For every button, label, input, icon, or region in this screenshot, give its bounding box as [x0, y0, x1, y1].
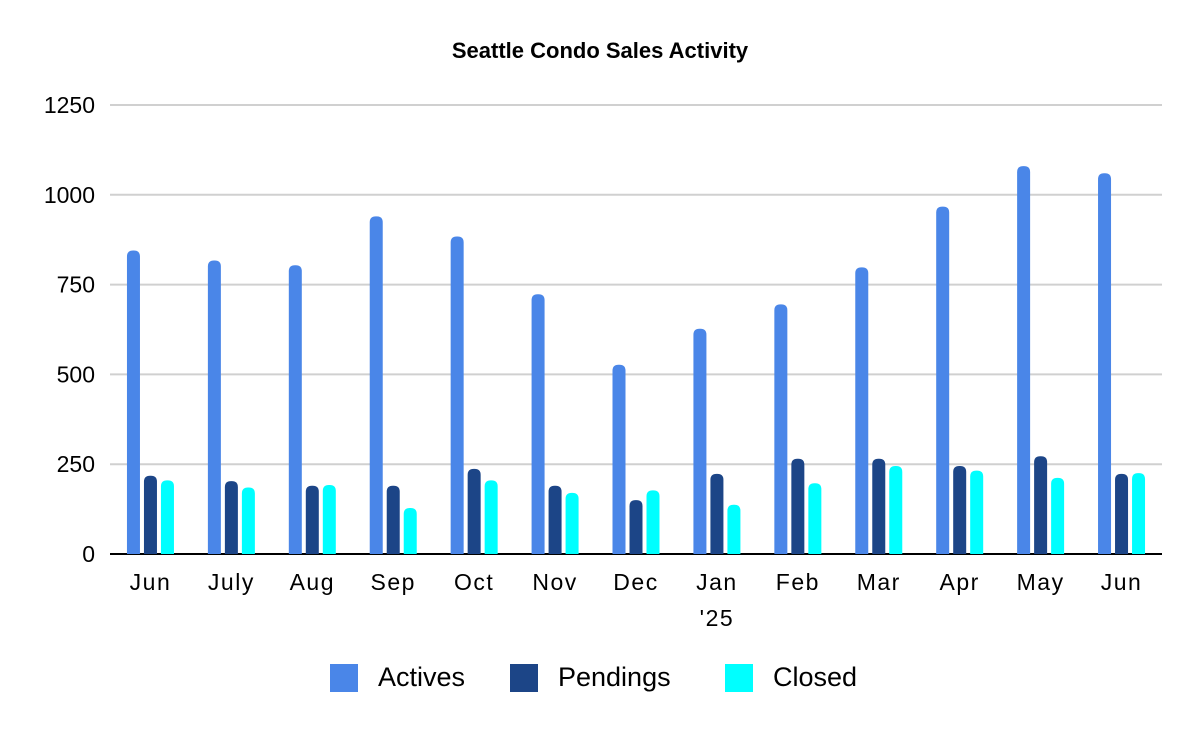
x-tick-label: Jun [1101, 569, 1143, 595]
y-tick-label: 250 [57, 451, 95, 477]
bar-pendings [386, 485, 400, 554]
bar-pendings [1115, 473, 1129, 554]
bar-pendings [872, 458, 886, 554]
bar-closed [1132, 473, 1146, 554]
y-axis-ticks: 0 250 500 750 1000 1250 [44, 92, 95, 567]
bar-actives [288, 265, 302, 554]
x-tick-label: Nov [532, 569, 577, 595]
x-tick-label: Sep [371, 569, 416, 595]
legend-label-actives: Actives [378, 662, 465, 692]
bar-pendings [710, 473, 724, 554]
bar-closed [889, 465, 903, 554]
bar-actives [1098, 173, 1112, 555]
gridlines [110, 104, 1162, 555]
bar-closed [322, 485, 336, 554]
bar-closed [727, 504, 741, 554]
x-tick-label: Apr [940, 569, 980, 595]
bar-closed [160, 480, 174, 554]
bar-actives [126, 250, 140, 554]
y-tick-label: 500 [57, 361, 95, 387]
y-tick-label: 1250 [44, 92, 95, 118]
y-tick-label: 750 [57, 272, 95, 298]
x-axis-ticks: Jun July Aug Sep Oct Nov Dec Jan '25 Feb Mar Apr May… [130, 569, 1143, 631]
bar-closed [970, 470, 984, 554]
bar-pendings [953, 465, 967, 554]
bar-actives [1017, 166, 1031, 554]
bar-actives [693, 328, 707, 554]
x-tick-label: Aug [290, 569, 335, 595]
bar-closed [403, 508, 417, 554]
bar-closed [241, 487, 255, 554]
bar-pendings [1034, 456, 1048, 554]
x-tick-label: Oct [454, 569, 494, 595]
y-tick-label: 1000 [44, 182, 95, 208]
x-tick-label: Dec [613, 569, 658, 595]
bar-actives [369, 216, 383, 555]
bar-actives [450, 236, 464, 554]
x-tick-label: May [1017, 569, 1065, 595]
bar-pendings [305, 485, 319, 554]
bar-pendings [548, 485, 562, 554]
bar-closed [484, 480, 498, 554]
x-tick-label: Feb [776, 569, 820, 595]
legend-swatch-actives [330, 664, 358, 692]
bar-pendings [143, 475, 157, 554]
bar-closed [646, 490, 660, 554]
bars [126, 166, 1146, 555]
y-tick-label: 0 [82, 541, 95, 567]
legend-label-closed: Closed [773, 662, 857, 692]
chart-title: Seattle Condo Sales Activity [452, 38, 749, 63]
x-tick-label: Jan '25 [696, 569, 738, 631]
x-tick-label: July [208, 569, 255, 595]
bar-actives [936, 206, 950, 554]
legend-swatch-pendings [510, 664, 538, 692]
bar-closed [565, 492, 579, 554]
bar-actives [531, 294, 545, 554]
x-tick-label: Jun [130, 569, 172, 595]
bar-actives [774, 304, 788, 554]
legend-label-pendings: Pendings [558, 662, 671, 692]
legend-swatch-closed [725, 664, 753, 692]
bar-pendings [629, 500, 643, 554]
legend: Actives Pendings Closed [330, 662, 857, 692]
bar-actives [612, 364, 626, 554]
bar-closed [808, 483, 822, 554]
bar-pendings [224, 481, 238, 554]
bar-pendings [791, 458, 805, 554]
bar-pendings [467, 468, 481, 554]
x-tick-label: Mar [857, 569, 901, 595]
bar-actives [207, 260, 221, 554]
bar-closed [1051, 477, 1065, 554]
bar-actives [855, 267, 869, 554]
